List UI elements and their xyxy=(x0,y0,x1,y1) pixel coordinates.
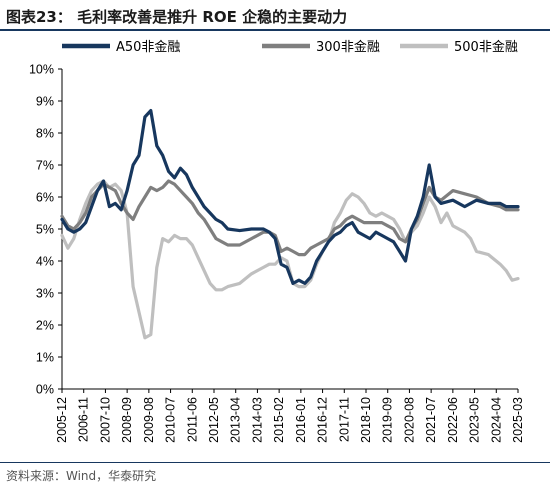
x-tick-label: 2018-10 xyxy=(359,397,373,443)
x-tick-label: 2008-09 xyxy=(120,397,134,443)
y-tick-label: 3% xyxy=(36,287,54,301)
x-tick-label: 2023-05 xyxy=(468,397,482,443)
legend-label: 500非金融 xyxy=(454,39,518,55)
x-tick-label: 2016-01 xyxy=(294,397,308,443)
y-tick-label: 2% xyxy=(36,319,54,333)
x-tick-label: 2005-12 xyxy=(55,397,69,443)
x-tick-label: 2022-06 xyxy=(446,397,460,443)
axes xyxy=(61,69,518,390)
title-bar: 图表23： 毛利率改善是推升 ROE 企稳的主要动力 xyxy=(0,0,550,31)
x-tick-label: 2021-07 xyxy=(424,397,438,443)
x-tick-label: 2012-05 xyxy=(207,397,221,443)
legend-label: A50非金融 xyxy=(116,39,180,55)
x-tick-label: 2019-09 xyxy=(381,397,395,443)
series-line-1 xyxy=(60,108,520,285)
x-tick-label: 2006-11 xyxy=(77,397,91,442)
x-tick-label: 2015-02 xyxy=(272,397,286,443)
source-note: 资料来源：Wind，华泰研究 xyxy=(6,469,157,483)
x-tick-label: 2009-08 xyxy=(142,397,156,443)
x-tick-label: 2017-11 xyxy=(337,397,351,442)
x-tick-label: 2010-07 xyxy=(164,397,178,443)
y-tick-label: 0% xyxy=(36,383,54,397)
x-tick-label: 2011-06 xyxy=(185,397,199,442)
page-title: 图表23： 毛利率改善是推升 ROE 企稳的主要动力 xyxy=(6,8,348,26)
y-tick-label: 1% xyxy=(36,351,54,365)
x-tick-label: 2014-03 xyxy=(250,397,264,443)
y-tick-label: 10% xyxy=(29,63,54,77)
x-tick-label: 2025-03 xyxy=(511,397,525,443)
y-tick-label: 7% xyxy=(36,159,54,173)
y-axis-labels: 0% 1% 2% 3% 4% 5% 6% 7% 8% 9% 10% xyxy=(29,63,62,397)
series-layer xyxy=(60,108,520,340)
series-line-3 xyxy=(60,179,520,340)
y-tick-label: 6% xyxy=(36,191,54,205)
y-tick-label: 4% xyxy=(36,255,54,269)
y-tick-label: 9% xyxy=(36,95,54,109)
x-tick-label: 2013-04 xyxy=(229,397,243,443)
y-tick-label: 5% xyxy=(36,223,54,237)
legend: A50非金融 300非金融 500非金融 xyxy=(62,39,518,55)
x-axis-labels: 2005-12 2006-11 2007-10 2008-09 2009-08 2010-… xyxy=(55,389,525,443)
x-tick-label: 2016-12 xyxy=(316,397,330,443)
x-tick-label: 2020-08 xyxy=(402,397,416,443)
legend-label: 300非金融 xyxy=(316,39,380,55)
y-tick-label: 8% xyxy=(36,127,54,141)
x-tick-label: 2024-04 xyxy=(489,397,503,443)
footer-divider xyxy=(0,462,550,463)
x-tick-label: 2007-10 xyxy=(98,397,112,443)
title-divider xyxy=(0,29,550,31)
